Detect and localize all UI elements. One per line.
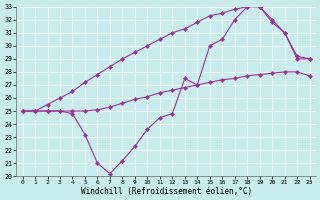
X-axis label: Windchill (Refroidissement éolien,°C): Windchill (Refroidissement éolien,°C) xyxy=(81,187,252,196)
